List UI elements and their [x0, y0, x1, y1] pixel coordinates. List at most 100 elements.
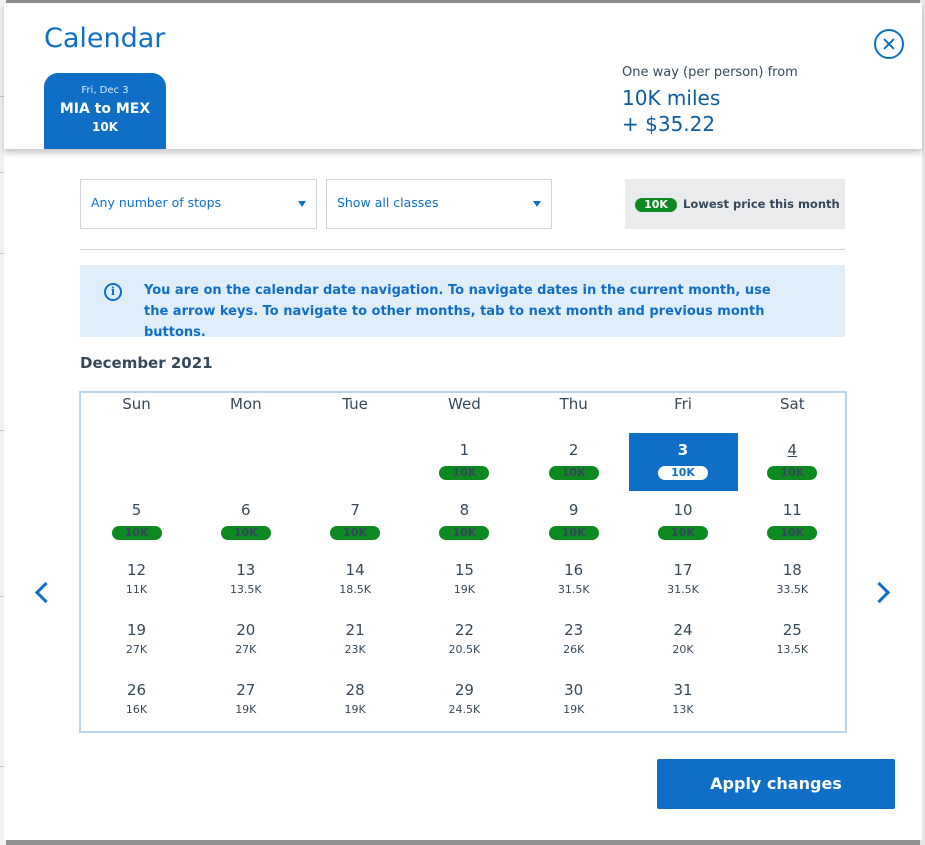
- calendar-day[interactable]: 15 19K: [410, 553, 519, 611]
- fare-miles: 10K miles: [622, 86, 721, 110]
- calendar-day-number-text: 31: [673, 681, 693, 699]
- calendar-day-number: 28: [301, 681, 410, 701]
- calendar-day-number-text: 18: [782, 561, 802, 579]
- calendar-day[interactable]: 10 10K: [629, 493, 738, 551]
- fare-summary: One way (per person) from 10K miles + $3…: [622, 65, 902, 136]
- info-banner: i You are on the calendar date navigatio…: [80, 265, 845, 340]
- fare-label: One way (per person) from: [622, 65, 798, 80]
- calendar-day-number-text: 5: [131, 501, 142, 519]
- calendar-day-number: 25: [738, 621, 847, 641]
- calendar-day[interactable]: 1 10K: [410, 433, 519, 491]
- calendar-day-number: 20: [191, 621, 300, 641]
- calendar-day-price: 13.5K: [229, 583, 262, 596]
- calendar-day-number: 13: [191, 561, 300, 581]
- calendar-day-number-text: 28: [345, 681, 365, 699]
- calendar-day[interactable]: 22 20.5K: [410, 613, 519, 671]
- calendar-day[interactable]: 14 18.5K: [301, 553, 410, 611]
- calendar-day-price: 20.5K: [448, 643, 481, 656]
- modal-title: Calendar: [44, 23, 166, 54]
- calendar-day[interactable]: 21 23K: [301, 613, 410, 671]
- calendar-day[interactable]: 20 27K: [191, 613, 300, 671]
- calendar-day-number: 18: [738, 561, 847, 581]
- calendar-day-number-text: 2: [568, 441, 579, 459]
- lowest-price-pill: 10K: [658, 466, 708, 480]
- calendar-day-number: 19: [82, 621, 191, 641]
- calendar-day[interactable]: 18 33.5K: [738, 553, 847, 611]
- close-icon[interactable]: [874, 29, 904, 59]
- calendar-day-number-text: 23: [564, 621, 584, 639]
- calendar-day[interactable]: 26 16K: [82, 673, 191, 731]
- calendar-day[interactable]: 5 10K: [82, 493, 191, 551]
- calendar-day[interactable]: 6 10K: [191, 493, 300, 551]
- calendar-day[interactable]: 24 20K: [629, 613, 738, 671]
- calendar-day[interactable]: 28 19K: [301, 673, 410, 731]
- calendar-day[interactable]: 4 10K: [738, 433, 847, 491]
- calendar-day-number: 26: [82, 681, 191, 701]
- lowest-price-pill: 10K: [439, 466, 490, 480]
- lowest-price-pill: 10K: [330, 526, 381, 540]
- background-page-edge-right: [920, 0, 925, 845]
- weekday-header: Sun: [122, 395, 151, 413]
- calendar-day[interactable]: 16 31.5K: [519, 553, 628, 611]
- calendar-day-number-text: 11: [782, 501, 802, 519]
- calendar-day-price: 20K: [672, 643, 694, 656]
- calendar-day-number-text: 26: [126, 681, 147, 699]
- calendar-day-number-text: 27: [236, 681, 256, 699]
- calendar-day-number-text: 25: [782, 621, 802, 639]
- calendar-day-number-text: 10: [673, 501, 693, 519]
- calendar-day-number: 17: [629, 561, 738, 581]
- calendar-day-number: 15: [410, 561, 519, 581]
- calendar-day-price: 19K: [453, 583, 475, 596]
- calendar-day[interactable]: 17 31.5K: [629, 553, 738, 611]
- chevron-left-icon[interactable]: [30, 577, 54, 607]
- calendar-day[interactable]: 29 24.5K: [410, 673, 519, 731]
- classes-select[interactable]: Show all classes: [326, 179, 552, 229]
- calendar-day[interactable]: 13 13.5K: [191, 553, 300, 611]
- calendar-day[interactable]: 25 13.5K: [738, 613, 847, 671]
- weekday-header: Thu: [559, 395, 588, 413]
- stops-select[interactable]: Any number of stops: [80, 179, 317, 229]
- calendar-day-price: 19K: [563, 703, 585, 716]
- calendar-day-number: 2: [519, 441, 628, 461]
- apply-changes-button[interactable]: Apply changes: [657, 759, 895, 809]
- calendar-day[interactable]: 11 10K: [738, 493, 847, 551]
- info-icon: i: [104, 283, 122, 301]
- calendar-day[interactable]: 9 10K: [519, 493, 628, 551]
- calendar-day-number-text: 14: [345, 561, 365, 579]
- calendar-day-price: 19K: [344, 703, 366, 716]
- calendar-day[interactable]: 19 27K: [82, 613, 191, 671]
- legend-price-pill: 10K: [635, 197, 677, 212]
- calendar-day[interactable]: 3 10K: [628, 433, 738, 491]
- calendar-day-number: 3: [629, 441, 738, 461]
- calendar-day-number: 12: [82, 561, 191, 581]
- calendar-day-number-text: 29: [454, 681, 474, 699]
- calendar-day[interactable]: 23 26K: [519, 613, 628, 671]
- lowest-price-pill: 10K: [767, 526, 818, 540]
- calendar-day[interactable]: 31 13K: [629, 673, 738, 731]
- calendar-day[interactable]: 2 10K: [519, 433, 628, 491]
- lowest-price-pill: 10K: [220, 526, 271, 540]
- calendar-day-price: 16K: [125, 703, 148, 716]
- weekday-header: Tue: [342, 395, 368, 413]
- weekday-header: Sat: [779, 395, 805, 413]
- calendar-day[interactable]: 8 10K: [410, 493, 519, 551]
- calendar-day-number-text: 16: [564, 561, 584, 579]
- calendar-day-price: 13.5K: [776, 643, 809, 656]
- calendar-day[interactable]: 27 19K: [191, 673, 300, 731]
- calendar-day-price: 31.5K: [557, 583, 590, 596]
- calendar-day[interactable]: 30 19K: [519, 673, 628, 731]
- calendar-day-number: 30: [519, 681, 628, 701]
- calendar-day-price: 23K: [344, 643, 366, 656]
- calendar-day[interactable]: 7 10K: [301, 493, 410, 551]
- calendar-day-number: 8: [410, 501, 519, 521]
- calendar-day-number: 31: [629, 681, 738, 701]
- calendar-day[interactable]: 12 11K: [82, 553, 191, 611]
- stops-select-value: Any number of stops: [91, 195, 222, 210]
- chevron-right-icon[interactable]: [870, 577, 894, 607]
- calendar-day-number: 29: [410, 681, 519, 701]
- calendar-day-number-text: 1: [459, 441, 470, 459]
- calendar-day-number-text: 15: [454, 561, 474, 579]
- calendar-day-number-text: 20: [236, 621, 256, 639]
- trip-tab-mia-mex[interactable]: Fri, Dec 3 MIA to MEX 10K: [44, 73, 166, 149]
- legend-text: Lowest price this month: [683, 197, 840, 211]
